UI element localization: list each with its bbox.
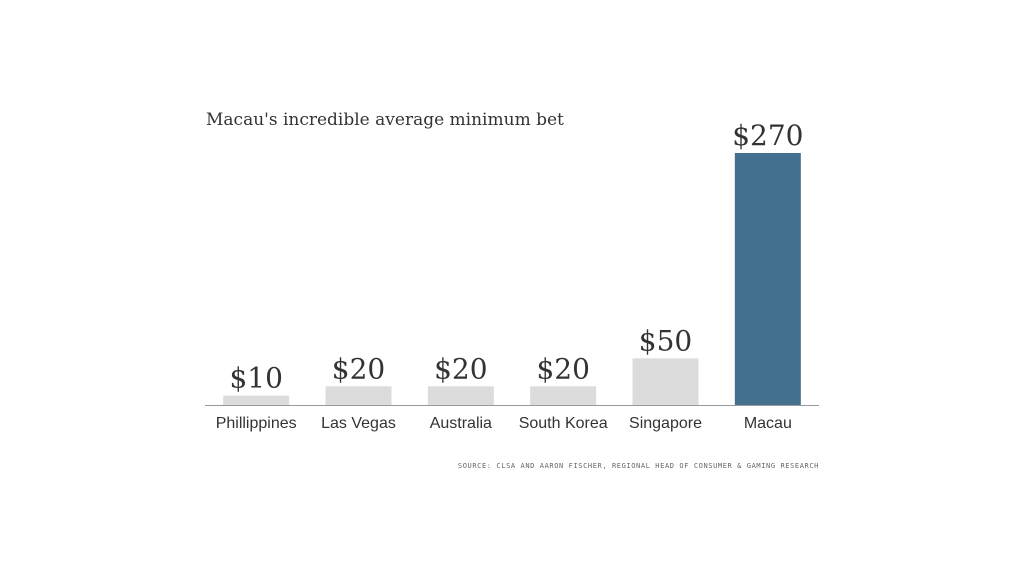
- x-tick-label: Las Vegas: [321, 415, 396, 432]
- source-note: SOURCE: CLSA AND AARON FISCHER, REGIONAL…: [457, 462, 819, 470]
- bar-phillippines: [223, 395, 290, 405]
- value-label: $50: [639, 324, 692, 357]
- value-label: $20: [536, 352, 589, 385]
- bar-australia: [427, 386, 494, 405]
- x-tick-label: Australia: [430, 415, 492, 432]
- x-tick-label: South Korea: [519, 415, 608, 432]
- bar-macau: [734, 153, 801, 405]
- bar-singapore: [632, 358, 699, 405]
- x-tick-label: Macau: [744, 415, 792, 432]
- value-label: $20: [332, 352, 385, 385]
- chart-title: Macau's incredible average minimum bet: [206, 110, 564, 130]
- value-label: $20: [434, 352, 487, 385]
- bar-south-korea: [530, 386, 597, 405]
- value-label: $10: [229, 362, 282, 395]
- x-tick-label: Singapore: [629, 415, 702, 432]
- value-label: $270: [732, 119, 803, 152]
- bar-las-vegas: [325, 386, 392, 405]
- x-tick-label: Phillippines: [216, 415, 297, 432]
